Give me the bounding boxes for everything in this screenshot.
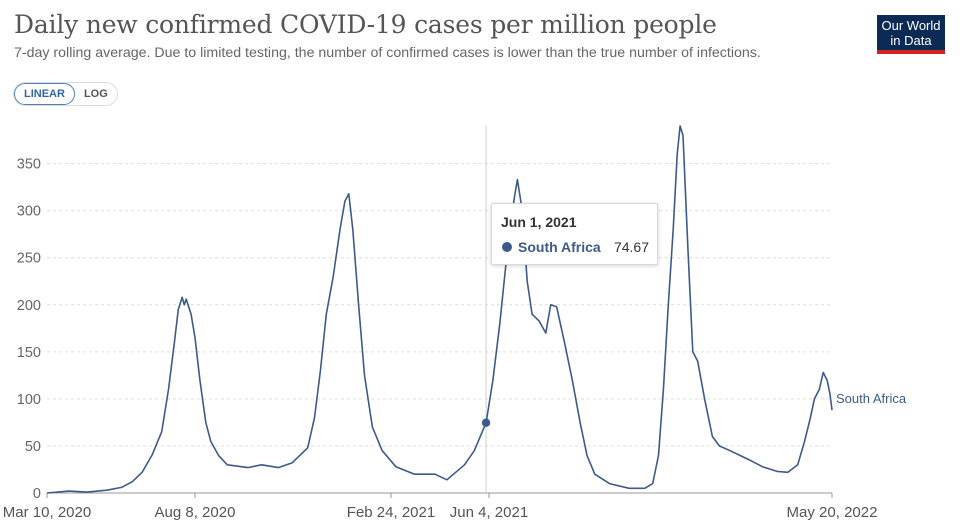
series-line-south-africa bbox=[46, 125, 833, 494]
y-tick-label: 100 bbox=[17, 392, 41, 408]
x-tick-label: Mar 10, 2020 bbox=[3, 504, 91, 521]
tooltip-series-name: South Africa bbox=[518, 239, 601, 255]
series-end-label: South Africa bbox=[836, 391, 907, 406]
scale-toggle: LINEAR LOG bbox=[13, 82, 118, 106]
hover-data-point bbox=[481, 418, 491, 427]
log-scale-button[interactable]: LOG bbox=[83, 88, 108, 100]
owid-logo[interactable]: Our World in Data bbox=[877, 15, 945, 54]
linear-scale-button[interactable]: LINEAR bbox=[14, 83, 75, 105]
x-tick-label: Jun 4, 2021 bbox=[450, 504, 528, 521]
y-tick-label: 50 bbox=[25, 439, 41, 455]
x-tick-label: May 20, 2022 bbox=[787, 504, 878, 521]
y-tick-label: 350 bbox=[17, 157, 41, 173]
tooltip-series-dot bbox=[502, 242, 512, 252]
y-tick-label: 250 bbox=[17, 251, 41, 267]
y-tick-label: 300 bbox=[17, 204, 41, 220]
y-tick-label: 200 bbox=[17, 298, 41, 314]
x-tick-label: Feb 24, 2021 bbox=[347, 504, 435, 521]
x-tick-label: Aug 8, 2020 bbox=[155, 504, 236, 521]
chart-title: Daily new confirmed COVID-19 cases per m… bbox=[14, 10, 717, 39]
logo-line-1: Our World bbox=[881, 18, 941, 33]
tooltip-date: Jun 1, 2021 bbox=[501, 214, 577, 230]
logo-line-2: in Data bbox=[890, 33, 932, 48]
chart-subtitle: 7-day rolling average. Due to limited te… bbox=[14, 45, 761, 61]
y-tick-label: 0 bbox=[33, 486, 41, 502]
hover-tooltip: Jun 1, 2021 South Africa 74.67 bbox=[491, 203, 658, 265]
y-tick-label: 150 bbox=[17, 345, 41, 361]
tooltip-value: 74.67 bbox=[613, 239, 649, 255]
